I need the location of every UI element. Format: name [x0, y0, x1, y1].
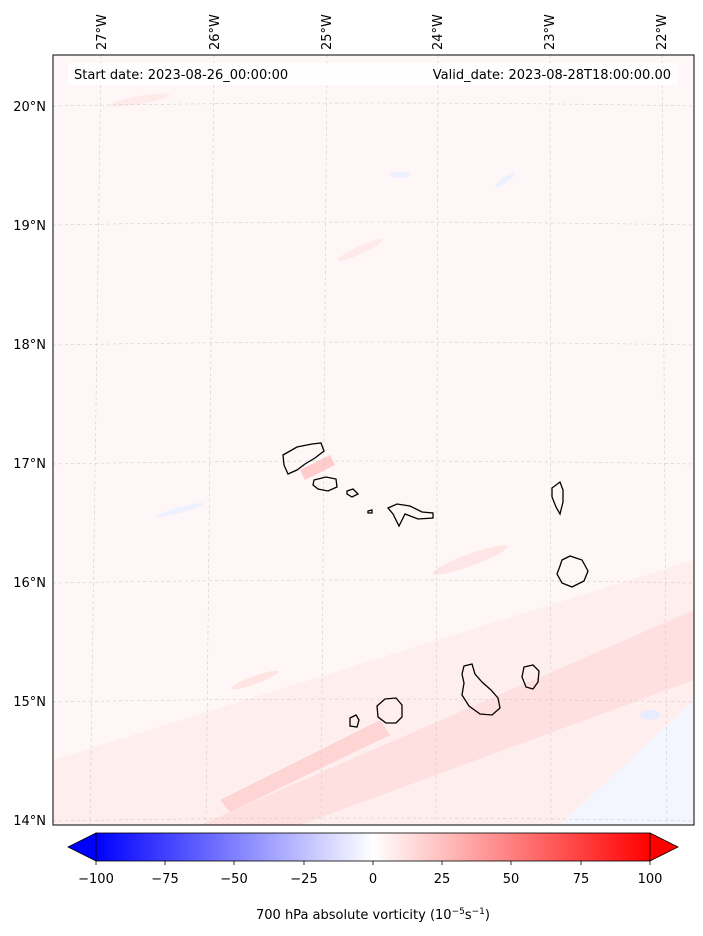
lat-label-20n: 20°N	[13, 100, 46, 115]
cb-tick-label: 0	[369, 872, 377, 887]
colorbar-extend-left	[67, 832, 97, 862]
map-frame	[52, 54, 695, 826]
longitude-labels: 27°W 26°W 25°W 24°W 23°W 22°W	[95, 14, 670, 50]
colorbar-extend-right	[649, 832, 679, 862]
island-outlines	[282, 442, 589, 728]
cb-tick-label: −100	[78, 872, 114, 887]
lat-label-16n: 16°N	[13, 576, 46, 591]
lon-label-25w: 25°W	[320, 14, 335, 50]
colorbar-body	[95, 832, 651, 862]
cb-tick-label: −50	[220, 872, 247, 887]
latitude-labels: 20°N 19°N 18°N 17°N 16°N 15°N 14°N	[13, 100, 46, 829]
island-sao-nicolau	[386, 503, 434, 528]
info-box: Start date: 2023-08-26_00:00:00 Valid_da…	[68, 63, 678, 85]
island-branco	[367, 509, 373, 514]
lat-label-15n: 15°N	[13, 695, 46, 710]
island-santa-luzia	[346, 488, 360, 498]
cb-tick-label: −75	[151, 872, 178, 887]
colorbar: −100 −75 −50 −25 0 25 50 75 100 700 hPa …	[67, 832, 679, 923]
valid-date-text: Valid_date: 2023-08-28T18:00:00.00	[433, 68, 671, 83]
lon-label-26w: 26°W	[208, 14, 223, 50]
vorticity-field	[53, 93, 694, 825]
island-santo-antao	[282, 442, 325, 475]
island-sal	[551, 480, 564, 516]
map-panel: Start date: 2023-08-26_00:00:00 Valid_da…	[52, 54, 695, 826]
island-sao-vicente	[312, 476, 338, 492]
cb-tick-label: 25	[434, 872, 451, 887]
lat-label-17n: 17°N	[13, 457, 46, 472]
lat-label-19n: 19°N	[13, 219, 46, 234]
lon-label-27w: 27°W	[95, 14, 110, 50]
cb-tick-label: 75	[573, 872, 590, 887]
island-boa-vista	[556, 555, 589, 588]
start-date-text: Start date: 2023-08-26_00:00:00	[74, 68, 288, 83]
island-brava	[349, 714, 360, 728]
island-fogo	[376, 697, 403, 724]
gridlines	[53, 55, 694, 825]
island-maio	[521, 664, 540, 690]
island-santiago	[461, 663, 501, 716]
lon-label-23w: 23°W	[543, 14, 558, 50]
cb-tick-label: −25	[290, 872, 317, 887]
colorbar-ticks	[95, 861, 651, 865]
cb-tick-label: 100	[638, 872, 663, 887]
lat-label-18n: 18°N	[13, 338, 46, 353]
cb-tick-label: 50	[503, 872, 520, 887]
colorbar-title: 700 hPa absolute vorticity (10−5s−1)	[256, 907, 490, 923]
lon-label-22w: 22°W	[655, 14, 670, 50]
lon-label-24w: 24°W	[431, 14, 446, 50]
colorbar-tick-labels: −100 −75 −50 −25 0 25 50 75 100	[78, 872, 662, 887]
lat-label-14n: 14°N	[13, 814, 46, 829]
